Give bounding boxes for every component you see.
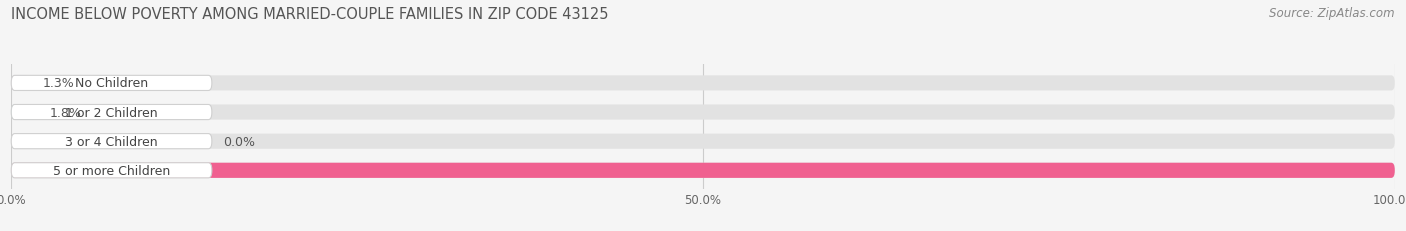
FancyBboxPatch shape	[11, 76, 212, 91]
FancyBboxPatch shape	[11, 163, 1395, 178]
FancyBboxPatch shape	[11, 105, 37, 120]
Text: 3 or 4 Children: 3 or 4 Children	[65, 135, 157, 148]
Text: 5 or more Children: 5 or more Children	[53, 164, 170, 177]
Text: 1.8%: 1.8%	[51, 106, 82, 119]
Text: Source: ZipAtlas.com: Source: ZipAtlas.com	[1270, 7, 1395, 20]
Text: 1 or 2 Children: 1 or 2 Children	[65, 106, 157, 119]
Text: INCOME BELOW POVERTY AMONG MARRIED-COUPLE FAMILIES IN ZIP CODE 43125: INCOME BELOW POVERTY AMONG MARRIED-COUPL…	[11, 7, 609, 22]
FancyBboxPatch shape	[11, 134, 1395, 149]
Text: 1.3%: 1.3%	[44, 77, 75, 90]
FancyBboxPatch shape	[11, 134, 212, 149]
FancyBboxPatch shape	[11, 163, 1395, 178]
FancyBboxPatch shape	[11, 76, 30, 91]
FancyBboxPatch shape	[11, 76, 1395, 91]
Text: 0.0%: 0.0%	[224, 135, 254, 148]
FancyBboxPatch shape	[11, 163, 212, 178]
FancyBboxPatch shape	[11, 105, 212, 120]
Text: No Children: No Children	[75, 77, 148, 90]
FancyBboxPatch shape	[11, 105, 1395, 120]
